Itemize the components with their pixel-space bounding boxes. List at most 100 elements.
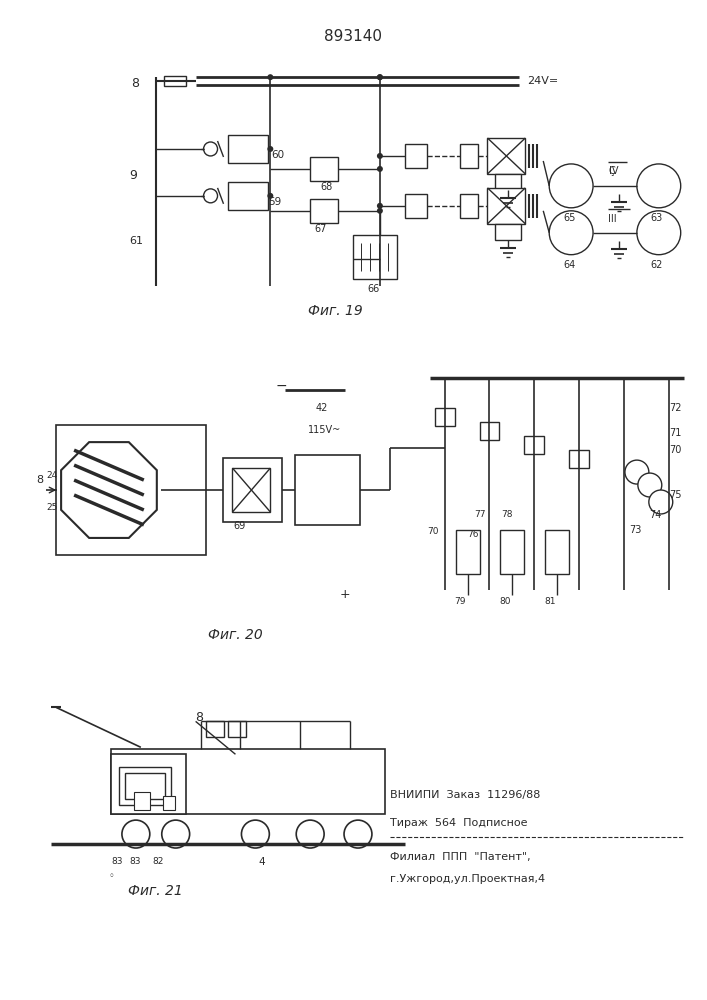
Text: 59: 59 <box>269 197 281 207</box>
Text: 67: 67 <box>314 224 327 234</box>
Circle shape <box>638 473 662 497</box>
Text: 62: 62 <box>651 260 663 270</box>
Text: 71: 71 <box>669 428 681 438</box>
Text: Фиг. 19: Фиг. 19 <box>308 304 363 318</box>
Circle shape <box>637 164 681 208</box>
Text: 80: 80 <box>499 597 511 606</box>
Bar <box>569 450 589 468</box>
Bar <box>228 135 269 163</box>
Text: Фиг. 20: Фиг. 20 <box>208 628 263 642</box>
Text: 70: 70 <box>428 527 439 536</box>
Bar <box>501 530 525 574</box>
Bar <box>479 422 499 440</box>
Circle shape <box>162 820 189 848</box>
Text: 69: 69 <box>233 521 246 531</box>
Text: Фиг. 21: Фиг. 21 <box>129 884 183 898</box>
Text: 60: 60 <box>271 150 284 160</box>
Text: 81: 81 <box>544 597 556 606</box>
Bar <box>353 235 397 279</box>
Text: 115V~: 115V~ <box>308 425 341 435</box>
Bar <box>496 224 521 240</box>
Circle shape <box>377 203 383 209</box>
Bar <box>460 194 477 218</box>
Text: 82: 82 <box>153 857 164 866</box>
Text: 83: 83 <box>129 857 141 866</box>
Text: −: − <box>275 379 287 393</box>
Text: 9: 9 <box>129 169 136 182</box>
Text: IV: IV <box>609 166 619 176</box>
Bar <box>525 436 544 454</box>
Bar <box>164 76 186 86</box>
Text: ВНИИПИ  Заказ  11296/88: ВНИИПИ Заказ 11296/88 <box>390 790 540 800</box>
Bar <box>405 194 427 218</box>
Bar <box>310 199 338 223</box>
Bar <box>310 157 338 181</box>
Circle shape <box>377 74 383 80</box>
Text: 75: 75 <box>669 490 682 500</box>
Bar <box>487 138 525 174</box>
Text: III: III <box>608 214 617 224</box>
Text: 64: 64 <box>563 260 575 270</box>
Circle shape <box>267 74 274 80</box>
Circle shape <box>549 164 593 208</box>
Text: 78: 78 <box>501 510 513 519</box>
Bar <box>134 792 150 810</box>
Text: Ҫ: Ҫ <box>609 166 616 176</box>
Text: 8: 8 <box>196 711 204 724</box>
Text: 24V=: 24V= <box>527 76 559 86</box>
Circle shape <box>204 189 218 203</box>
Polygon shape <box>61 442 157 538</box>
Text: 72: 72 <box>669 403 682 413</box>
Bar <box>206 721 223 737</box>
Bar <box>233 468 270 512</box>
Bar <box>119 767 170 805</box>
Bar <box>111 754 186 814</box>
Circle shape <box>549 211 593 255</box>
Text: +: + <box>340 588 351 601</box>
Text: 61: 61 <box>129 236 143 246</box>
Bar <box>455 530 479 574</box>
Text: Филиал  ППП  "Патент",: Филиал ППП "Патент", <box>390 852 530 862</box>
Bar <box>163 796 175 810</box>
Text: 25: 25 <box>46 503 57 512</box>
Circle shape <box>377 74 383 80</box>
Text: 42: 42 <box>315 403 327 413</box>
Bar <box>405 144 427 168</box>
Bar <box>111 749 385 814</box>
Text: 24: 24 <box>46 471 57 480</box>
Circle shape <box>204 142 218 156</box>
Circle shape <box>344 820 372 848</box>
Text: 79: 79 <box>455 597 466 606</box>
Text: 83: 83 <box>111 857 122 866</box>
Circle shape <box>377 166 383 172</box>
Circle shape <box>296 820 324 848</box>
Text: г.Ужгород,ул.Проектная,4: г.Ужгород,ул.Проектная,4 <box>390 874 545 884</box>
Bar <box>223 458 282 522</box>
Text: Тираж  564  Подписное: Тираж 564 Подписное <box>390 818 527 828</box>
Bar <box>435 408 455 426</box>
Text: 70: 70 <box>669 445 681 455</box>
Bar <box>228 721 247 737</box>
Text: ◦: ◦ <box>109 871 115 881</box>
Bar <box>228 182 269 210</box>
Bar <box>545 530 569 574</box>
Bar <box>56 425 206 555</box>
Circle shape <box>649 490 673 514</box>
Bar <box>125 773 165 799</box>
Circle shape <box>242 820 269 848</box>
Circle shape <box>267 193 274 199</box>
Circle shape <box>625 460 649 484</box>
Bar <box>487 188 525 224</box>
Circle shape <box>267 146 274 152</box>
Text: 73: 73 <box>629 525 641 535</box>
Text: 77: 77 <box>474 510 486 519</box>
Text: 68: 68 <box>320 182 332 192</box>
Bar <box>296 455 360 525</box>
Text: 65: 65 <box>563 213 575 223</box>
Text: 8: 8 <box>36 475 43 485</box>
Circle shape <box>122 820 150 848</box>
Text: 76: 76 <box>467 530 479 539</box>
Circle shape <box>637 211 681 255</box>
Circle shape <box>377 153 383 159</box>
Circle shape <box>377 208 383 214</box>
